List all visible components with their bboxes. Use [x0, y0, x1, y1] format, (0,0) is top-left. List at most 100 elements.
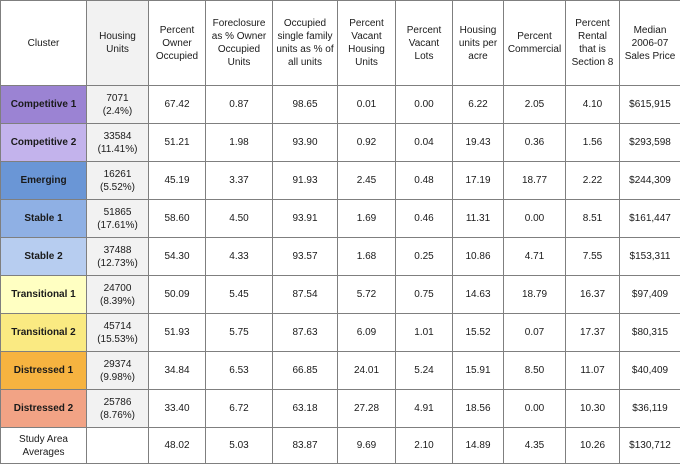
- average-cell-housing-units-per-acre: 14.89: [452, 427, 504, 464]
- cluster-cell-transitional-2: Transitional 2: [0, 313, 87, 352]
- value-cell-occupied-single-family-units-as-of-all-units: 87.63: [272, 313, 338, 352]
- housing-units-count: 45714: [103, 320, 132, 332]
- column-header-housing-units: Housing Units: [86, 0, 149, 86]
- table-row: Stable 2 37488 (12.73%) 54.30 4.33 93.57 1.68 0…: [0, 237, 680, 276]
- value-cell-foreclosure-as-owner-occupied-units: 3.37: [205, 161, 273, 200]
- table-row: Competitive 2 33584 (11.41%) 51.21 1.98 93.90…: [0, 123, 680, 162]
- value-cell-percent-vacant-lots: 4.91: [395, 389, 453, 428]
- value-cell-median-2006-07-sales-price: $40,409: [619, 351, 680, 390]
- value-cell-percent-vacant-lots: 0.00: [395, 85, 453, 124]
- table-row: Transitional 1 24700 (8.39%) 50.09 5.45 87.54…: [0, 275, 680, 314]
- cluster-cell-competitive-2: Competitive 2: [0, 123, 87, 162]
- housing-units-count: 37488: [103, 244, 132, 256]
- averages-label: Study Area Averages: [0, 427, 87, 464]
- value-cell-occupied-single-family-units-as-of-all-units: 63.18: [272, 389, 338, 428]
- housing-units-percent: (8.39%): [99, 295, 135, 307]
- value-cell-percent-vacant-lots: 0.48: [395, 161, 453, 200]
- value-cell-median-2006-07-sales-price: $36,119: [619, 389, 680, 428]
- housing-units-cell: 16261 (5.52%): [86, 161, 149, 200]
- value-cell-percent-vacant-housing-units: 0.92: [337, 123, 396, 162]
- housing-units-percent: (12.73%): [97, 257, 138, 269]
- value-cell-housing-units-per-acre: 15.52: [452, 313, 504, 352]
- value-cell-housing-units-per-acre: 18.56: [452, 389, 504, 428]
- average-cell-percent-owner-occupied: 48.02: [148, 427, 206, 464]
- value-cell-percent-vacant-housing-units: 2.45: [337, 161, 396, 200]
- housing-units-percent: (11.41%): [97, 143, 138, 155]
- value-cell-percent-vacant-housing-units: 1.69: [337, 199, 396, 238]
- cluster-cell-competitive-1: Competitive 1: [0, 85, 87, 124]
- average-cell-occupied-single-family-units-as-of-all-units: 83.87: [272, 427, 338, 464]
- cluster-cell-stable-1: Stable 1: [0, 199, 87, 238]
- value-cell-percent-vacant-lots: 0.04: [395, 123, 453, 162]
- value-cell-housing-units-per-acre: 14.63: [452, 275, 504, 314]
- value-cell-occupied-single-family-units-as-of-all-units: 66.85: [272, 351, 338, 390]
- column-header-foreclosure-as-owner-occupied-units: Foreclosure as % Owner Occupied Units: [205, 0, 273, 86]
- average-cell-percent-rental-that-is-section-8: 10.26: [565, 427, 620, 464]
- housing-units-count: 25786: [103, 396, 132, 408]
- value-cell-percent-owner-occupied: 67.42: [148, 85, 206, 124]
- averages-label-line2: Averages: [22, 446, 65, 458]
- value-cell-percent-vacant-housing-units: 5.72: [337, 275, 396, 314]
- value-cell-median-2006-07-sales-price: $80,315: [619, 313, 680, 352]
- averages-label-line1: Study Area: [19, 433, 68, 445]
- value-cell-percent-commercial: 0.36: [503, 123, 566, 162]
- housing-units-percent: (17.61%): [97, 219, 138, 231]
- value-cell-percent-vacant-housing-units: 1.68: [337, 237, 396, 276]
- value-cell-percent-vacant-housing-units: 27.28: [337, 389, 396, 428]
- value-cell-percent-vacant-lots: 1.01: [395, 313, 453, 352]
- value-cell-housing-units-per-acre: 10.86: [452, 237, 504, 276]
- value-cell-percent-owner-occupied: 51.21: [148, 123, 206, 162]
- header-row: Cluster Housing Units Percent Owner Occupi…: [0, 0, 680, 86]
- value-cell-percent-commercial: 0.00: [503, 389, 566, 428]
- column-header-percent-commercial: Percent Commercial: [503, 0, 566, 86]
- housing-units-cell: 7071 (2.4%): [86, 85, 149, 124]
- average-cell-percent-vacant-housing-units: 9.69: [337, 427, 396, 464]
- value-cell-foreclosure-as-owner-occupied-units: 6.72: [205, 389, 273, 428]
- column-header-housing-units-per-acre: Housing units per acre: [452, 0, 504, 86]
- column-header-median-2006-07-sales-price: Median 2006-07 Sales Price: [619, 0, 680, 86]
- housing-units-cell: 24700 (8.39%): [86, 275, 149, 314]
- value-cell-percent-owner-occupied: 34.84: [148, 351, 206, 390]
- value-cell-percent-rental-that-is-section-8: 4.10: [565, 85, 620, 124]
- cluster-cell-transitional-1: Transitional 1: [0, 275, 87, 314]
- housing-units-count: 29374: [103, 358, 132, 370]
- value-cell-foreclosure-as-owner-occupied-units: 6.53: [205, 351, 273, 390]
- value-cell-foreclosure-as-owner-occupied-units: 5.45: [205, 275, 273, 314]
- housing-units-percent: (2.4%): [102, 105, 133, 117]
- housing-units-count: 24700: [103, 282, 132, 294]
- column-header-cluster: Cluster: [0, 0, 87, 86]
- value-cell-percent-rental-that-is-section-8: 2.22: [565, 161, 620, 200]
- value-cell-occupied-single-family-units-as-of-all-units: 93.91: [272, 199, 338, 238]
- value-cell-percent-commercial: 18.79: [503, 275, 566, 314]
- value-cell-percent-commercial: 2.05: [503, 85, 566, 124]
- value-cell-median-2006-07-sales-price: $153,311: [619, 237, 680, 276]
- value-cell-median-2006-07-sales-price: $293,598: [619, 123, 680, 162]
- housing-units-cell: 37488 (12.73%): [86, 237, 149, 276]
- value-cell-percent-owner-occupied: 50.09: [148, 275, 206, 314]
- housing-units-cell: 45714 (15.53%): [86, 313, 149, 352]
- column-header-percent-vacant-lots: Percent Vacant Lots: [395, 0, 453, 86]
- table-row: Stable 1 51865 (17.61%) 58.60 4.50 93.91 1.69 0…: [0, 199, 680, 238]
- housing-units-cell: 33584 (11.41%): [86, 123, 149, 162]
- value-cell-percent-vacant-housing-units: 24.01: [337, 351, 396, 390]
- cluster-cell-stable-2: Stable 2: [0, 237, 87, 276]
- value-cell-foreclosure-as-owner-occupied-units: 4.50: [205, 199, 273, 238]
- value-cell-percent-vacant-lots: 0.75: [395, 275, 453, 314]
- housing-units-cell: 29374 (9.98%): [86, 351, 149, 390]
- value-cell-percent-vacant-housing-units: 0.01: [337, 85, 396, 124]
- value-cell-occupied-single-family-units-as-of-all-units: 93.57: [272, 237, 338, 276]
- average-cell-percent-vacant-lots: 2.10: [395, 427, 453, 464]
- value-cell-median-2006-07-sales-price: $161,447: [619, 199, 680, 238]
- table-row: Distressed 2 25786 (8.76%) 33.40 6.72 63.18 27…: [0, 389, 680, 428]
- value-cell-percent-commercial: 18.77: [503, 161, 566, 200]
- value-cell-foreclosure-as-owner-occupied-units: 4.33: [205, 237, 273, 276]
- housing-units-count: 7071: [106, 92, 129, 104]
- housing-units-count: 16261: [103, 168, 132, 180]
- table-row: Competitive 1 7071 (2.4%) 67.42 0.87 98.65 0.0…: [0, 85, 680, 124]
- table-row: Emerging 16261 (5.52%) 45.19 3.37 91.93 2.45 0.…: [0, 161, 680, 200]
- value-cell-percent-owner-occupied: 45.19: [148, 161, 206, 200]
- average-cell-foreclosure-as-owner-occupied-units: 5.03: [205, 427, 273, 464]
- value-cell-occupied-single-family-units-as-of-all-units: 98.65: [272, 85, 338, 124]
- value-cell-percent-commercial: 4.71: [503, 237, 566, 276]
